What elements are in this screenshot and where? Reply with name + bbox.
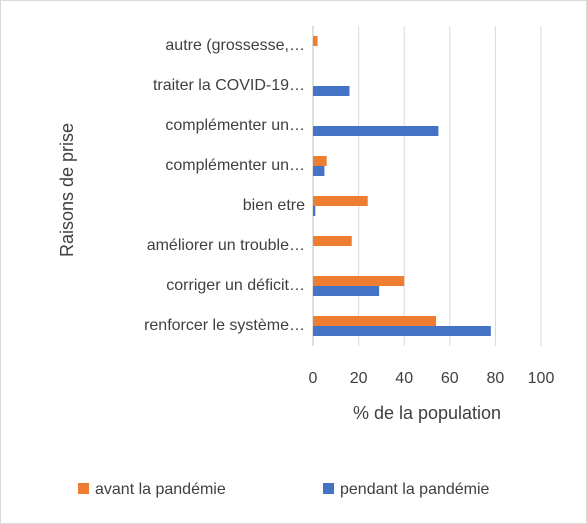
y-tick-label: traiter la COVID-19… <box>153 77 305 94</box>
bar <box>313 86 350 96</box>
y-tick-label: corriger un déficit… <box>166 277 305 294</box>
bar <box>313 236 352 246</box>
x-tick-label: 100 <box>528 370 555 387</box>
bar <box>313 316 437 326</box>
legend-swatch <box>78 483 89 494</box>
legend-label: avant la pandémie <box>95 481 226 498</box>
bar <box>313 156 327 166</box>
x-axis-title: % de la population <box>353 403 501 423</box>
y-tick-label: bien etre <box>243 197 305 214</box>
y-tick-label: autre (grossesse,… <box>165 37 305 54</box>
legend-label: pendant la pandémie <box>340 481 490 498</box>
bar <box>313 326 491 336</box>
bar <box>313 206 316 216</box>
y-tick-label: complémenter un… <box>165 117 305 134</box>
x-tick-label: 80 <box>487 370 505 387</box>
y-axis-title: Raisons de prise <box>57 123 77 257</box>
x-tick-label: 40 <box>395 370 413 387</box>
x-tick-label: 20 <box>350 370 368 387</box>
bar <box>313 166 325 176</box>
bar <box>313 126 439 136</box>
y-tick-label: complémenter un… <box>165 157 305 174</box>
x-tick-label: 60 <box>441 370 459 387</box>
legend-swatch <box>323 483 334 494</box>
bar <box>313 286 380 296</box>
bar <box>313 196 368 206</box>
y-tick-label: renforcer le système… <box>144 317 305 334</box>
bar <box>313 36 318 46</box>
bar <box>313 276 405 286</box>
y-tick-label: améliorer un trouble… <box>147 237 305 254</box>
x-tick-label: 0 <box>309 370 318 387</box>
